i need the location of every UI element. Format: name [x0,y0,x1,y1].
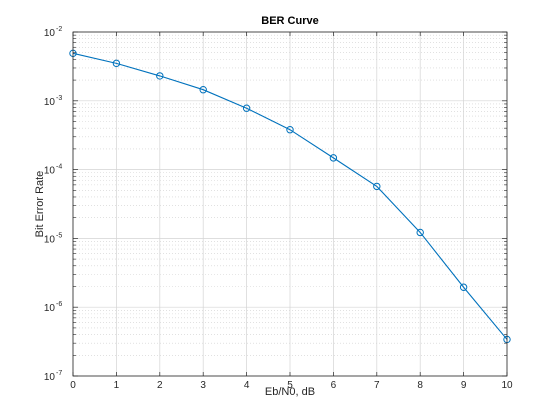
y-tick-label: 10 [44,303,56,314]
y-tick-label: 10 [44,97,56,108]
x-tick-label: 8 [417,380,423,391]
x-axis-label: Eb/N0, dB [265,386,315,398]
data-point [329,154,338,162]
y-tick-label: 10 [44,234,56,245]
x-tick-label: 3 [200,380,206,391]
x-tick-label: 6 [331,380,337,391]
chart-title: BER Curve [261,15,318,27]
x-tick-label: 1 [114,380,120,391]
x-tick-label: 0 [70,380,76,391]
data-point [416,228,424,237]
series-line [72,52,508,340]
y-tick-exponent: -5 [56,232,62,239]
data-point [199,85,207,94]
y-tick-exponent: -6 [56,301,62,308]
data-point [286,126,294,134]
y-axis-label: Bit Error Rate [34,171,46,238]
y-axis: 10-210-310-410-510-610-7 [44,26,507,383]
data-point [373,182,381,191]
y-tick-exponent: -4 [56,164,62,171]
x-tick-label: 9 [461,380,467,391]
x-axis: 0 1 2 3 4 5 6 7 8 9 10 [70,32,513,391]
y-tick-label: 10 [44,372,56,383]
x-tick-label: 5 [287,380,293,391]
x-tick-label: 10 [501,380,513,391]
data-point [242,104,251,112]
data-point [459,283,468,291]
y-tick-label: 10 [44,166,56,177]
y-tick-exponent: -7 [56,370,62,377]
y-tick-label: 10 [44,28,56,39]
x-tick-label: 7 [374,380,380,391]
y-tick-exponent: -3 [56,95,62,102]
x-tick-label: 4 [244,380,250,391]
y-tick-exponent: -2 [56,26,62,33]
data-point [156,72,164,80]
data-point [112,59,121,68]
x-tick-label: 2 [157,380,163,391]
